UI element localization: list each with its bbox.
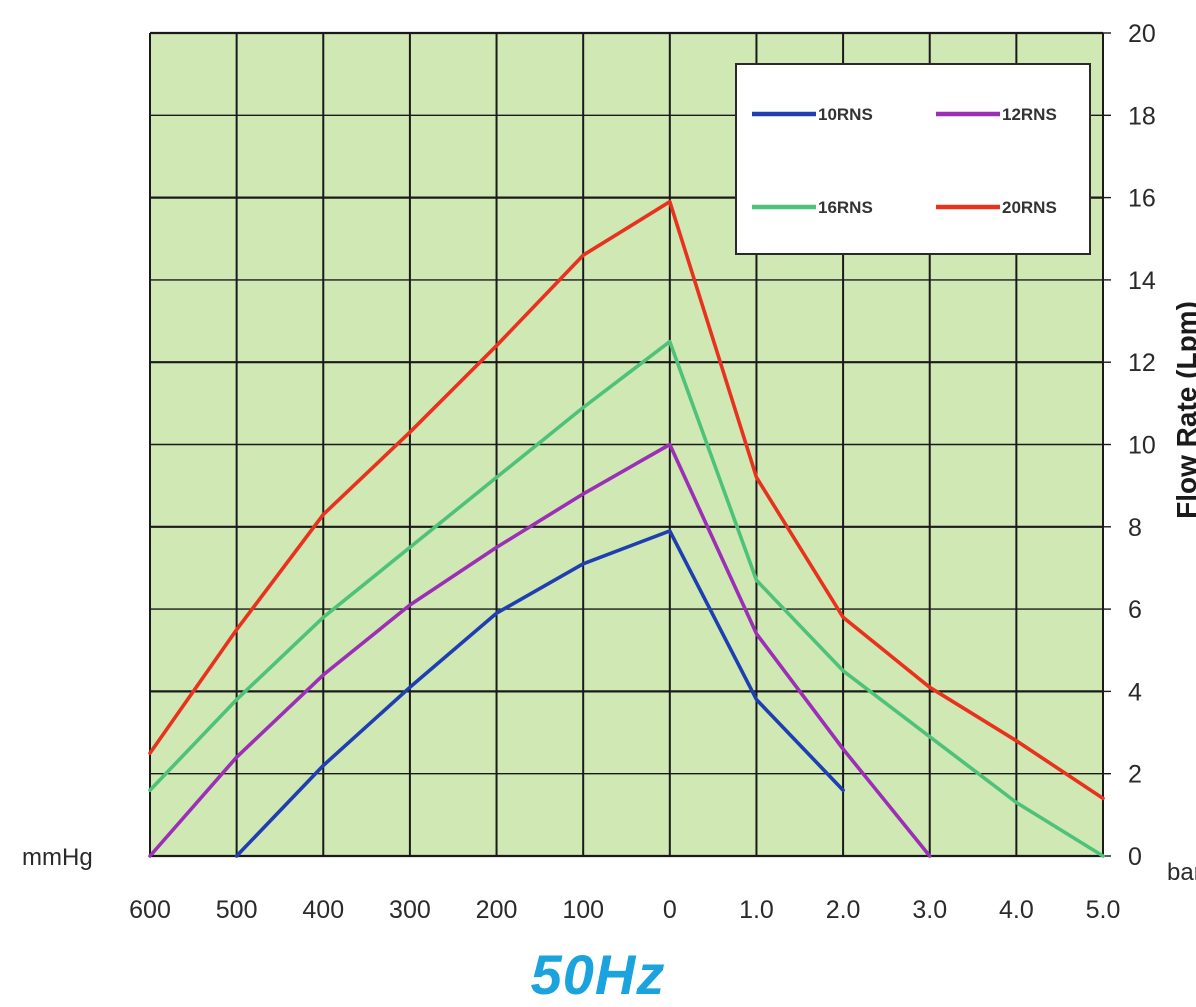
x-tick-label: 500: [216, 896, 258, 924]
series-line-12rns: [148, 442, 932, 858]
x-right-unit-label: bar: [1167, 859, 1196, 886]
y-tick-label: 2: [1128, 761, 1142, 789]
legend-label-16rns: 16RNS: [818, 198, 873, 217]
chart-title: 50Hz: [530, 943, 666, 1006]
y-tick-label: 10: [1128, 432, 1156, 460]
y-tick-label: 6: [1128, 596, 1142, 624]
legend-label-10rns: 10RNS: [818, 105, 873, 124]
x-tick-label: 3.0: [912, 896, 947, 924]
legend: 10RNS 12RNS 16RNS 20RNS: [735, 63, 1091, 255]
legend-label-20rns: 20RNS: [1002, 198, 1057, 217]
y-tick-label: 12: [1128, 349, 1156, 377]
x-tick-label: 4.0: [999, 896, 1034, 924]
y-tick-label: 16: [1128, 185, 1156, 213]
series-layer: [148, 199, 1105, 858]
y-tick-label: 18: [1128, 102, 1156, 130]
series-line-16rns: [148, 339, 1105, 858]
series-line-20rns: [148, 199, 1105, 801]
y-tick-label: 20: [1128, 20, 1156, 48]
x-tick-label: 1.0: [739, 896, 774, 924]
x-left-unit-label: mmHg: [22, 844, 93, 871]
axis-layer: 600 500 400 300 200 100 0 1.0 2.0 3.0 4.0 5.0024681…: [129, 20, 1156, 924]
x-tick-label: 5.0: [1086, 896, 1121, 924]
y-tick-label: 4: [1128, 678, 1142, 706]
x-tick-label: 100: [562, 896, 604, 924]
x-tick-label: 300: [389, 896, 431, 924]
y-axis-title: Flow Rate (Lpm): [1171, 301, 1196, 519]
x-tick-label: 200: [476, 896, 518, 924]
x-tick-label: 400: [302, 896, 344, 924]
y-tick-label: 14: [1128, 267, 1156, 295]
series-line-10rns: [234, 529, 845, 858]
y-tick-label: 8: [1128, 514, 1142, 542]
legend-box: [735, 63, 1091, 255]
x-tick-label: 600: [129, 896, 171, 924]
legend-label-12rns: 12RNS: [1002, 105, 1057, 124]
y-tick-label: 0: [1128, 843, 1142, 871]
x-tick-label: 2.0: [826, 896, 861, 924]
x-tick-label: 0: [663, 896, 677, 924]
